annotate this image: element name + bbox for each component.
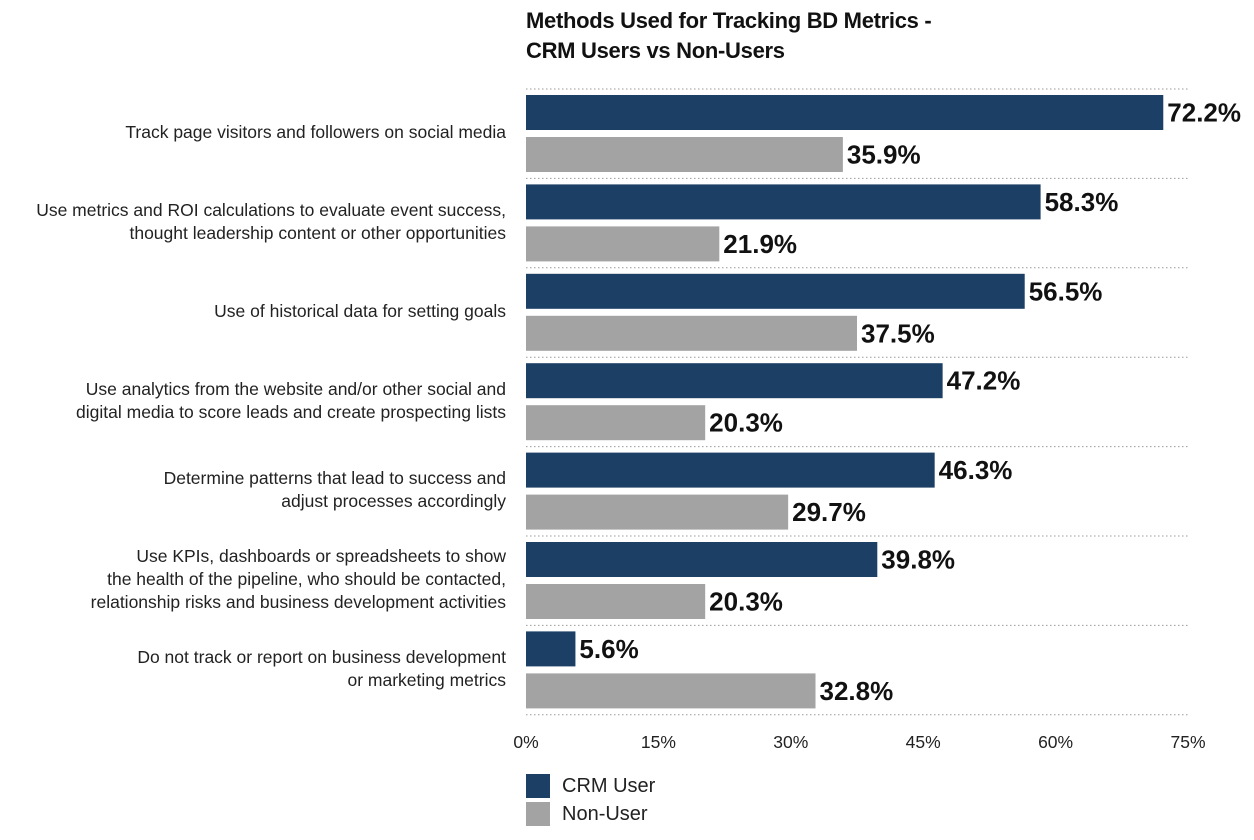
category-label: Use of historical data for setting goals [214, 301, 506, 321]
bar-crm-user [526, 542, 878, 577]
data-label-crm-user: 58.3% [1045, 187, 1119, 217]
data-label-non-user: 20.3% [709, 408, 783, 438]
data-label-non-user: 37.5% [861, 318, 935, 348]
legend-label-crm-user: CRM User [562, 774, 656, 797]
data-label-non-user: 21.9% [723, 229, 797, 259]
bar-crm-user [526, 184, 1041, 220]
category-label: Determine patterns that lead to success … [163, 468, 506, 512]
x-tick-label: 0% [513, 732, 538, 752]
x-tick-label: 75% [1170, 732, 1205, 752]
bar-crm-user [526, 273, 1025, 309]
data-label-crm-user: 72.2% [1167, 98, 1241, 128]
bar-non-user [526, 315, 857, 351]
category-label: Use KPIs, dashboards or spreadsheets to … [90, 546, 506, 613]
data-label-non-user: 20.3% [709, 587, 783, 617]
legend-label-non-user: Non-User [562, 802, 648, 825]
x-tick-label: 45% [906, 732, 941, 752]
legend-item-crm-user: CRM User [526, 774, 655, 798]
x-tick-label: 60% [1038, 732, 1073, 752]
data-label-non-user: 29.7% [792, 497, 866, 527]
bar-crm-user [526, 452, 935, 488]
data-label-crm-user: 39.8% [881, 545, 955, 575]
legend-swatch-crm-user [526, 774, 550, 798]
category-label: Do not track or report on business devel… [137, 647, 506, 691]
chart-title-line-2: CRM Users vs Non-Users [526, 38, 785, 63]
data-label-non-user: 35.9% [847, 140, 921, 170]
category-label: Use analytics from the website and/or ot… [76, 378, 506, 422]
bar-non-user [526, 226, 720, 262]
data-label-non-user: 32.8% [820, 676, 894, 706]
data-label-crm-user: 47.2% [947, 366, 1021, 396]
data-label-crm-user: 5.6% [579, 634, 638, 664]
bar-non-user [526, 494, 789, 530]
bar-non-user [526, 673, 816, 709]
data-label-crm-user: 56.5% [1029, 276, 1103, 306]
x-tick-label: 15% [641, 732, 676, 752]
chart-title-line-1: Methods Used for Tracking BD Metrics - [526, 8, 932, 33]
legend-swatch-non-user [526, 802, 550, 826]
legend-item-non-user: Non-User [526, 802, 648, 826]
category-label: Use metrics and ROI calculations to eval… [36, 200, 506, 244]
data-label-crm-user: 46.3% [939, 455, 1013, 485]
bar-non-user [526, 584, 706, 619]
bar-crm-user [526, 363, 943, 399]
x-tick-label: 30% [773, 732, 808, 752]
category-label: Track page visitors and followers on soc… [125, 122, 506, 143]
bar-crm-user [526, 631, 576, 667]
bar-non-user [526, 405, 706, 441]
bar-non-user [526, 137, 843, 172]
bar-crm-user [526, 95, 1164, 130]
